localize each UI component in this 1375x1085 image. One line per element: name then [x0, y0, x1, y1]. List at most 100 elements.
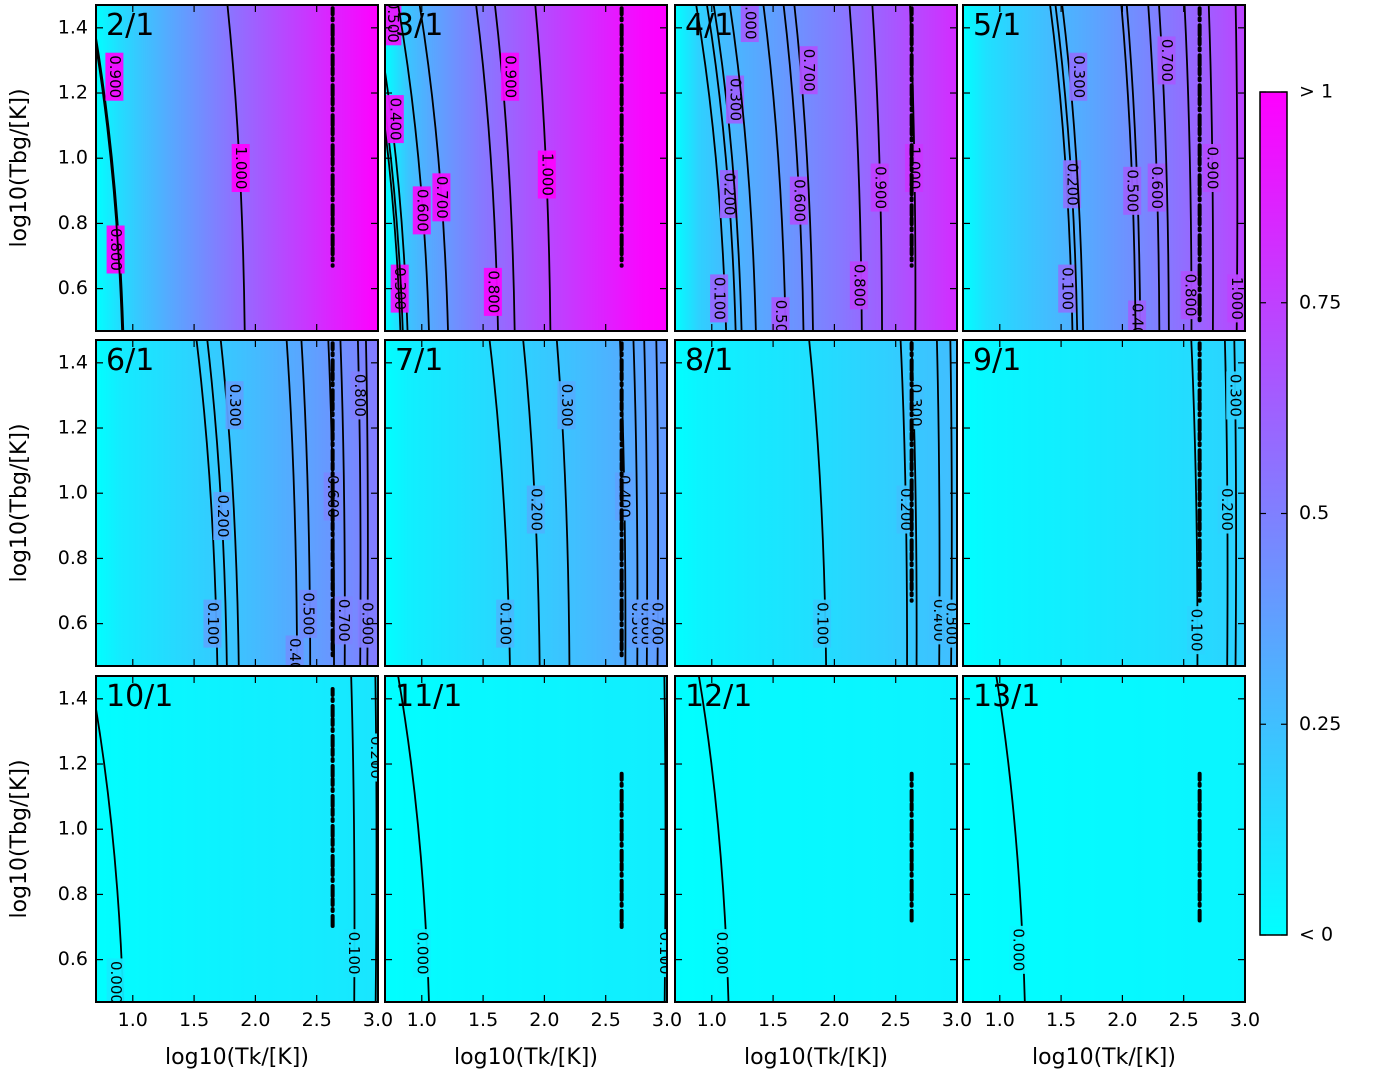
contour-label: 1.000 [741, 0, 759, 40]
x-tick-label: 1.5 [758, 1009, 788, 1031]
contour-line [374, 676, 378, 1002]
contour-label-bg [1009, 925, 1028, 974]
contour-label: 0.600 [790, 179, 808, 222]
contour-label: 0.700 [800, 49, 818, 92]
panel-frame [384, 339, 668, 667]
x-axis-title: log10(Tk/[K]) [165, 1045, 309, 1070]
x-tick-label: 2.0 [240, 1009, 270, 1031]
contour-label-bg [299, 589, 318, 638]
contour-line [1120, 5, 1137, 331]
x-tick-label: 2.0 [529, 1009, 559, 1031]
panel-frame [384, 4, 668, 332]
panel-9-1: 0.100 0.200 0.300 9/1 [962, 339, 1246, 667]
contour-label-bg [203, 599, 222, 648]
contour-label: 0.800 [484, 270, 502, 313]
contour-label: 1.000 [232, 147, 250, 190]
contour-label-bg [385, 5, 402, 46]
contour-label: 0.700 [1158, 39, 1176, 82]
contour-label: 0.600 [413, 189, 431, 232]
contour-line [285, 340, 298, 666]
contour-label-bg [771, 297, 790, 331]
panel-frame [384, 675, 668, 1003]
colorbar-tick-label: 0.25 [1299, 713, 1341, 735]
colorbar-tick-label: 0.75 [1299, 291, 1341, 313]
contour-label-bg [1180, 271, 1199, 320]
contour-label-bg [526, 485, 545, 534]
panel-label: 13/1 [973, 679, 1040, 714]
contour-label: 0.100 [345, 932, 363, 975]
x-tick-label: 3.0 [363, 1009, 393, 1031]
panel-label: 7/1 [395, 343, 443, 378]
contour-label: 0.700 [433, 176, 451, 219]
panel-label: 2/1 [106, 8, 154, 43]
contour-label: 0.300 [558, 384, 576, 427]
x-tick-label: 2.5 [1169, 1009, 1199, 1031]
contour-label: 0.900 [871, 166, 889, 209]
y-tick-label: 1.0 [58, 147, 88, 169]
heatmap-field [96, 676, 378, 1002]
contour-line [397, 5, 430, 331]
contour-label-bg [615, 472, 634, 521]
contour-label: 0.900 [502, 55, 520, 98]
contour-label-bg [1069, 52, 1088, 101]
x-tick-label: 1.0 [118, 1009, 148, 1031]
panel-frame [95, 339, 379, 667]
contour-label-bg [106, 225, 125, 274]
y-tick-label: 0.6 [58, 277, 88, 299]
panel-label: 6/1 [106, 343, 154, 378]
contour-label: 0.400 [1129, 303, 1147, 346]
contour-label: 0.200 [214, 495, 232, 538]
panel-label: 5/1 [973, 8, 1021, 43]
y-tick-label: 0.8 [58, 547, 88, 569]
heatmap-field [963, 676, 1245, 1002]
contour-label: 0.500 [1124, 169, 1142, 212]
panel-11-1: 0.000 0.100 11/1 1.0 1.5 2.0 2.5 3.0 log10(Tk/[K… [384, 675, 682, 1070]
contour-label-bg [412, 186, 431, 235]
x-tick-label: 1.0 [407, 1009, 437, 1031]
contour-label: 0.200 [527, 488, 545, 531]
contour-line [712, 5, 743, 331]
panel-label: 3/1 [395, 8, 443, 43]
contour-label-bg [710, 274, 729, 323]
x-axis-title: log10(Tk/[K]) [1032, 1045, 1176, 1070]
contour-label: 0.100 [1059, 267, 1077, 310]
y-tick-label: 0.8 [58, 212, 88, 234]
contour-line [1147, 5, 1161, 331]
contour-label: 0.000 [413, 932, 431, 975]
y-tick-label: 0.8 [58, 883, 88, 905]
y-tick-label: 1.4 [58, 351, 88, 373]
panel-label: 4/1 [685, 8, 733, 43]
contour-label-bg [1226, 371, 1245, 420]
contour-label: 0.600 [1148, 166, 1166, 209]
contour-label: 0.800 [850, 264, 868, 307]
contour-label-bg [712, 929, 731, 978]
y-tick-label: 0.6 [58, 612, 88, 634]
contour-line [555, 340, 571, 666]
y-tick-label: 1.2 [58, 753, 88, 775]
contour-label: 0.700 [335, 599, 353, 642]
panels-grid: 0.800 0.900 1.000 2/1 0.6 0.8 1.0 1.2 1.4 log10(T… [7, 0, 1260, 1070]
contour-label-bg [1202, 144, 1221, 192]
contour-label-bg [334, 596, 353, 645]
x-tick-label: 1.5 [1046, 1009, 1076, 1031]
contour-label: 0.100 [497, 602, 515, 645]
contour-label-bg [1186, 606, 1205, 655]
contour-label-bg [799, 46, 818, 95]
x-tick-label: 2.0 [1107, 1009, 1137, 1031]
contour-label-bg [385, 95, 404, 144]
contour-line [418, 5, 449, 331]
y-axis-title: log10(Tbg/[K]) [7, 88, 32, 247]
contour-label: 0.200 [367, 736, 385, 779]
contour-label-bg [213, 492, 232, 541]
x-tick-label: 2.5 [591, 1009, 621, 1031]
y-tick-label: 1.0 [58, 482, 88, 504]
contour-label-bg [905, 144, 924, 192]
x-tick-label: 2.5 [881, 1009, 911, 1031]
contour-line [793, 5, 814, 331]
panel-6-1: 0.1000.2000.3000.4000.5000.6000.7000.800… [7, 339, 379, 667]
x-tick-label: 1.5 [468, 1009, 498, 1031]
contour-label-bg [106, 958, 125, 1002]
contour-label-bg [849, 261, 868, 310]
